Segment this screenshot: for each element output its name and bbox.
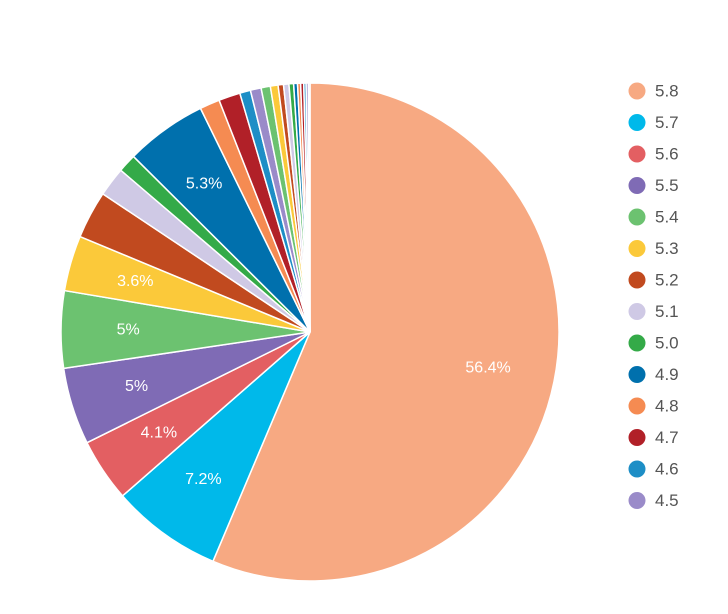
legend-item-4.7: 4.7 (628, 428, 679, 447)
legend-swatch-5.7 (628, 114, 646, 131)
legend-item-5.2: 5.2 (628, 271, 679, 290)
data-label-5.5: 5% (125, 378, 148, 395)
legend-label-4.7: 4.7 (655, 428, 679, 447)
legend-swatch-4.7 (628, 429, 646, 446)
legend-item-5.6: 5.6 (628, 145, 679, 164)
legend-item-4.8: 4.8 (628, 397, 679, 416)
pie-slice-3.4 (307, 82, 311, 333)
data-label-5.4: 5% (117, 322, 140, 339)
legend-label-5.2: 5.2 (655, 271, 679, 290)
legend: 5.8 5.7 5.6 5.5 5.4 5.3 5.2 5.1 5.0 4.9 4.8 4.7 4.6 4… (628, 82, 679, 510)
legend-swatch-5.6 (628, 145, 646, 163)
legend-label-4.5: 4.5 (655, 491, 679, 510)
legend-item-4.6: 4.6 (628, 460, 679, 479)
legend-swatch-4.5 (628, 492, 646, 509)
legend-item-5.4: 5.4 (628, 208, 679, 227)
legend-swatch-5.8 (628, 82, 646, 100)
pie-slice-5.7 (121, 331, 311, 563)
legend-item-5.0: 5.0 (628, 334, 679, 353)
legend-label-5.5: 5.5 (655, 176, 679, 195)
legend-label-5.3: 5.3 (655, 239, 679, 258)
legend-label-5.4: 5.4 (655, 208, 679, 227)
legend-label-5.6: 5.6 (655, 145, 679, 164)
legend-label-5.1: 5.1 (655, 302, 679, 321)
legend-label-4.9: 4.9 (655, 365, 679, 384)
pie-slice-5.8 (212, 82, 560, 582)
legend-swatch-5.4 (628, 208, 646, 226)
legend-item-4.9: 4.9 (628, 365, 679, 384)
legend-swatch-5.3 (628, 240, 646, 257)
legend-label-5.8: 5.8 (655, 82, 679, 101)
legend-item-4.5: 4.5 (628, 491, 679, 510)
legend-swatch-5.0 (628, 334, 646, 352)
legend-label-5.7: 5.7 (655, 113, 679, 132)
data-label-5.7: 7.2% (185, 471, 221, 488)
legend-label-4.8: 4.8 (655, 397, 679, 416)
legend-item-5.7: 5.7 (628, 113, 679, 132)
pie-data-labels: 56.4% 7.2% 4.1% 5% 5% 3.6% 5.3% (117, 176, 511, 488)
legend-item-5.5: 5.5 (628, 176, 679, 195)
legend-swatch-5.5 (628, 177, 646, 194)
legend-swatch-5.2 (628, 271, 646, 289)
legend-swatch-5.1 (628, 303, 646, 320)
legend-swatch-4.6 (628, 460, 646, 478)
pie-slices (60, 82, 560, 582)
legend-swatch-4.9 (628, 366, 646, 383)
legend-item-5.8: 5.8 (628, 82, 679, 101)
legend-label-4.6: 4.6 (655, 460, 679, 479)
data-label-5.3: 3.6% (117, 273, 153, 290)
legend-label-5.0: 5.0 (655, 334, 679, 353)
data-label-5.6: 4.1% (141, 425, 177, 442)
data-label-4.9: 5.3% (186, 176, 222, 193)
legend-item-5.3: 5.3 (628, 239, 679, 258)
legend-swatch-4.8 (628, 397, 646, 415)
data-label-5.8: 56.4% (465, 360, 510, 377)
legend-item-5.1: 5.1 (628, 302, 679, 321)
